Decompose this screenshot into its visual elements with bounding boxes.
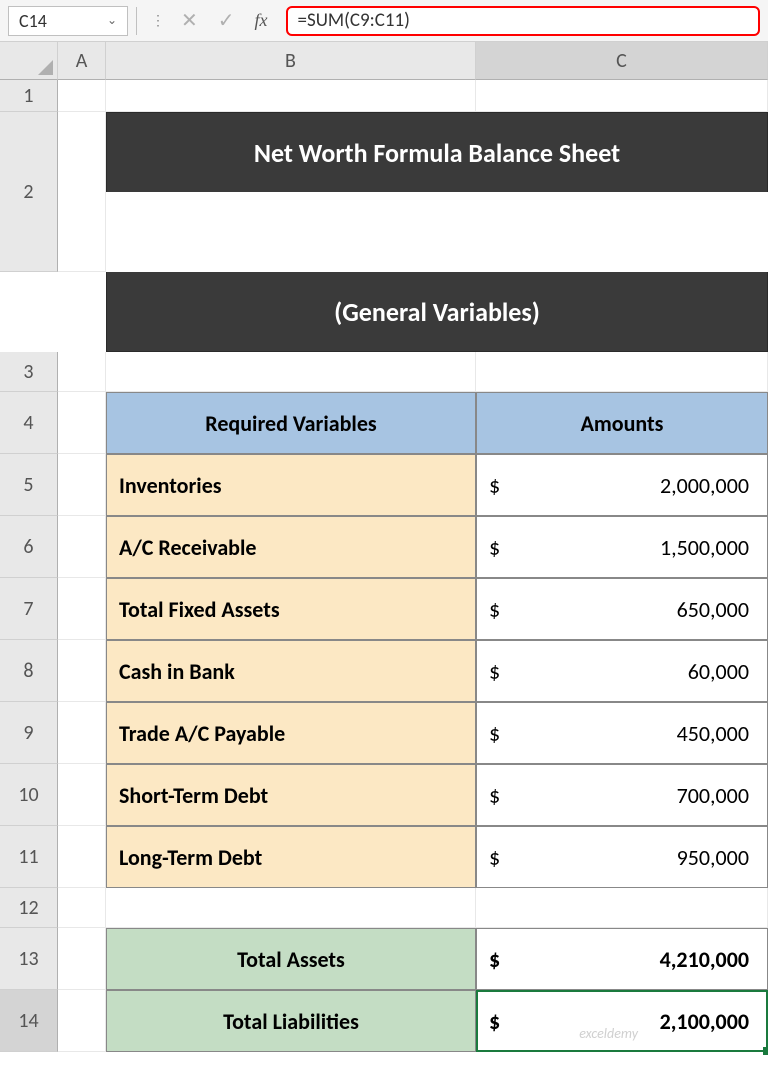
cell-a13[interactable] bbox=[58, 928, 106, 990]
label-total-liabilities[interactable]: Total Liabilities bbox=[106, 990, 476, 1052]
cell-a14[interactable] bbox=[58, 990, 106, 1052]
row-header-14[interactable]: 14 bbox=[0, 990, 58, 1052]
spreadsheet-grid: A B C 1 2 Net Worth Formula Balance Shee… bbox=[0, 42, 768, 1052]
title-cell-bottom[interactable]: (General Variables) bbox=[106, 272, 768, 352]
cell-a1[interactable] bbox=[58, 80, 106, 112]
label-inventories[interactable]: Inventories bbox=[106, 454, 476, 516]
row-header-10[interactable]: 10 bbox=[0, 764, 58, 826]
cell-a2[interactable] bbox=[58, 112, 106, 272]
amount-value: 2,100,000 bbox=[660, 1008, 749, 1035]
amount-value: 650,000 bbox=[677, 596, 749, 623]
col-header-c[interactable]: C bbox=[476, 42, 768, 80]
currency-symbol: $ bbox=[489, 946, 500, 973]
header-required-variables[interactable]: Required Variables bbox=[106, 392, 476, 454]
label-total-assets[interactable]: Total Assets bbox=[106, 928, 476, 990]
cell-c3b[interactable] bbox=[476, 352, 768, 392]
cancel-icon[interactable]: ✕ bbox=[171, 8, 208, 33]
label-ac-receivable[interactable]: A/C Receivable bbox=[106, 516, 476, 578]
currency-symbol: $ bbox=[489, 1008, 500, 1035]
currency-symbol: $ bbox=[489, 472, 500, 499]
row-header-11[interactable]: 11 bbox=[0, 826, 58, 888]
amount-total-assets[interactable]: $4,210,000 bbox=[476, 928, 768, 990]
amount-fixed-assets[interactable]: $650,000 bbox=[476, 578, 768, 640]
fx-icon[interactable]: fx bbox=[245, 10, 278, 31]
cell-b1[interactable] bbox=[106, 80, 476, 112]
formula-text: =SUM(C9:C11) bbox=[298, 9, 410, 32]
row-header-4[interactable]: 4 bbox=[0, 392, 58, 454]
title-line1: Net Worth Formula Balance Sheet bbox=[254, 137, 620, 169]
cell-a9[interactable] bbox=[58, 702, 106, 764]
amount-value: 700,000 bbox=[677, 782, 749, 809]
amount-long-term-debt[interactable]: $950,000 bbox=[476, 826, 768, 888]
amount-ac-receivable[interactable]: $1,500,000 bbox=[476, 516, 768, 578]
name-box[interactable]: C14 ⌄ bbox=[8, 6, 128, 36]
cell-a7[interactable] bbox=[58, 578, 106, 640]
row-header-13[interactable]: 13 bbox=[0, 928, 58, 990]
col-header-b[interactable]: B bbox=[106, 42, 476, 80]
label-long-term-debt[interactable]: Long-Term Debt bbox=[106, 826, 476, 888]
divider bbox=[136, 7, 137, 35]
name-box-dropdown-icon[interactable]: ⌄ bbox=[107, 13, 117, 28]
row-header-blank3[interactable]: 3 bbox=[0, 352, 58, 392]
title-cell-top[interactable]: Net Worth Formula Balance Sheet bbox=[106, 112, 768, 192]
select-all-corner[interactable] bbox=[0, 42, 58, 80]
expand-icon[interactable]: ⋮ bbox=[145, 12, 171, 29]
currency-symbol: $ bbox=[489, 782, 500, 809]
cell-a10[interactable] bbox=[58, 764, 106, 826]
amount-cash-bank[interactable]: $60,000 bbox=[476, 640, 768, 702]
amount-value: 450,000 bbox=[677, 720, 749, 747]
cell-a3b[interactable] bbox=[58, 352, 106, 392]
cell-c12[interactable] bbox=[476, 888, 768, 928]
cell-a12[interactable] bbox=[58, 888, 106, 928]
row-header-12[interactable]: 12 bbox=[0, 888, 58, 928]
currency-symbol: $ bbox=[489, 534, 500, 561]
cell-a5[interactable] bbox=[58, 454, 106, 516]
header-amounts[interactable]: Amounts bbox=[476, 392, 768, 454]
title-line2: (General Variables) bbox=[334, 296, 540, 328]
formula-bar: C14 ⌄ ⋮ ✕ ✓ fx =SUM(C9:C11) bbox=[0, 0, 768, 42]
row-header-6[interactable]: 6 bbox=[0, 516, 58, 578]
watermark: exceldemy bbox=[579, 1025, 638, 1042]
formula-input[interactable]: =SUM(C9:C11) bbox=[286, 6, 760, 36]
col-header-a[interactable]: A bbox=[58, 42, 106, 80]
enter-icon[interactable]: ✓ bbox=[208, 8, 245, 33]
amount-trade-payable[interactable]: $450,000 bbox=[476, 702, 768, 764]
label-trade-payable[interactable]: Trade A/C Payable bbox=[106, 702, 476, 764]
row-header-7[interactable]: 7 bbox=[0, 578, 58, 640]
amount-value: 1,500,000 bbox=[660, 534, 749, 561]
row-header-2[interactable]: 2 bbox=[0, 112, 58, 272]
cell-b12[interactable] bbox=[106, 888, 476, 928]
row-header-8[interactable]: 8 bbox=[0, 640, 58, 702]
row-header-9[interactable]: 9 bbox=[0, 702, 58, 764]
row-header-1[interactable]: 1 bbox=[0, 80, 58, 112]
amount-value: 950,000 bbox=[677, 844, 749, 871]
amount-value: 60,000 bbox=[688, 658, 749, 685]
label-cash-bank[interactable]: Cash in Bank bbox=[106, 640, 476, 702]
amount-inventories[interactable]: $2,000,000 bbox=[476, 454, 768, 516]
cell-b3b[interactable] bbox=[106, 352, 476, 392]
currency-symbol: $ bbox=[489, 844, 500, 871]
currency-symbol: $ bbox=[489, 658, 500, 685]
amount-short-term-debt[interactable]: $700,000 bbox=[476, 764, 768, 826]
label-fixed-assets[interactable]: Total Fixed Assets bbox=[106, 578, 476, 640]
amount-value: 2,000,000 bbox=[660, 472, 749, 499]
row-header-5[interactable]: 5 bbox=[0, 454, 58, 516]
currency-symbol: $ bbox=[489, 720, 500, 747]
cell-a11[interactable] bbox=[58, 826, 106, 888]
currency-symbol: $ bbox=[489, 596, 500, 623]
cell-a4[interactable] bbox=[58, 392, 106, 454]
amount-total-liabilities[interactable]: $2,100,000 bbox=[476, 990, 768, 1052]
cell-a8[interactable] bbox=[58, 640, 106, 702]
cell-a6[interactable] bbox=[58, 516, 106, 578]
cell-reference: C14 bbox=[19, 10, 47, 32]
label-short-term-debt[interactable]: Short-Term Debt bbox=[106, 764, 476, 826]
cell-c1[interactable] bbox=[476, 80, 768, 112]
amount-value: 4,210,000 bbox=[660, 946, 749, 973]
